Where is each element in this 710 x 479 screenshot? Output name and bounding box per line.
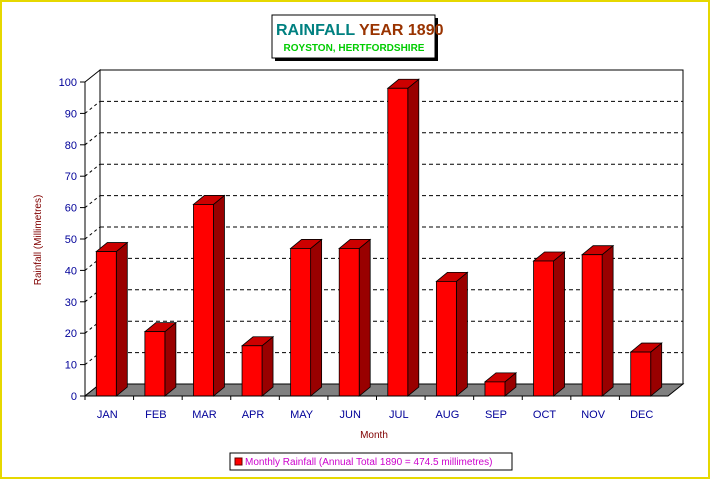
bar-side <box>358 238 371 397</box>
title-box <box>271 14 436 59</box>
bar-nov <box>581 244 615 397</box>
x-axis: JAN FEB MAR APR MAY JUN JUL AUG SEP OCT NOV DEC <box>84 395 668 421</box>
y-tick-label: 20 <box>65 328 77 340</box>
x-tick-label: NOV <box>581 409 606 421</box>
y-tick-label: 10 <box>65 360 77 372</box>
y-axis: 0 10 20 30 40 50 60 70 80 90 100 <box>59 77 86 403</box>
y-axis-label: Rainfall (Millimetres) <box>33 195 44 286</box>
chart-title-part1: RAINFALL <box>276 22 355 39</box>
bar-oct <box>532 251 566 397</box>
chart-title-part2: YEAR 1890 <box>359 22 444 39</box>
y-tick-label: 100 <box>59 77 77 89</box>
bars <box>95 78 663 397</box>
bar-mar <box>192 194 226 397</box>
bar-apr <box>240 335 275 397</box>
y-tick-label: 40 <box>65 265 77 277</box>
x-tick-label: OCT <box>533 409 557 421</box>
bar-feb <box>143 321 177 397</box>
bar-side <box>601 244 614 397</box>
x-tick-label: JAN <box>97 409 118 421</box>
bar-front <box>193 204 214 397</box>
bar-front <box>95 251 117 397</box>
y-tick-label: 80 <box>65 140 77 152</box>
x-axis-label: Month <box>360 430 388 441</box>
bar-front <box>581 254 603 397</box>
bar-side <box>164 321 177 397</box>
bar-front <box>241 345 263 397</box>
y-tick-label: 60 <box>65 203 77 215</box>
bar-dec <box>629 342 663 397</box>
x-tick-label: APR <box>242 409 265 421</box>
bar-side <box>310 238 323 397</box>
bar-front <box>144 331 166 397</box>
bar-aug <box>435 271 469 397</box>
bar-front <box>533 260 554 397</box>
bar-jan <box>95 241 129 397</box>
bar-front <box>435 280 457 397</box>
bar-side <box>261 335 274 397</box>
bar-front <box>387 87 409 397</box>
x-tick-label: JUN <box>340 409 361 421</box>
bar-side <box>455 271 468 397</box>
x-tick-label: DEC <box>630 409 653 421</box>
legend-box <box>229 452 513 471</box>
bar-front <box>290 248 312 397</box>
x-tick-label: JUL <box>389 409 409 421</box>
y-tick-label: 30 <box>65 297 77 309</box>
bar-front <box>484 381 506 397</box>
y-tick-label: 0 <box>71 391 77 403</box>
y-tick-label: 90 <box>65 108 77 120</box>
bar-jun <box>338 238 372 397</box>
y-tick-label: 50 <box>65 234 77 246</box>
chart-subtitle: ROYSTON, HERTFORDSHIRE <box>284 43 425 54</box>
bar-side <box>407 78 420 397</box>
x-tick-label: MAY <box>290 409 314 421</box>
bar-front <box>338 248 360 397</box>
bar-sep <box>483 372 518 397</box>
legend-swatch <box>234 457 243 466</box>
bar-side <box>213 194 225 397</box>
x-tick-label: AUG <box>435 409 459 421</box>
y-tick-label: 70 <box>65 171 77 183</box>
bar-front <box>630 351 652 397</box>
x-tick-label: MAR <box>192 409 217 421</box>
legend-entry: Monthly Rainfall (Annual Total 1890 = 47… <box>245 457 492 468</box>
bar-side <box>115 241 128 397</box>
bar-jul <box>386 78 420 397</box>
x-tick-label: FEB <box>145 409 166 421</box>
bar-may <box>289 238 323 397</box>
bar-side <box>553 251 565 397</box>
x-tick-label: SEP <box>485 409 507 421</box>
